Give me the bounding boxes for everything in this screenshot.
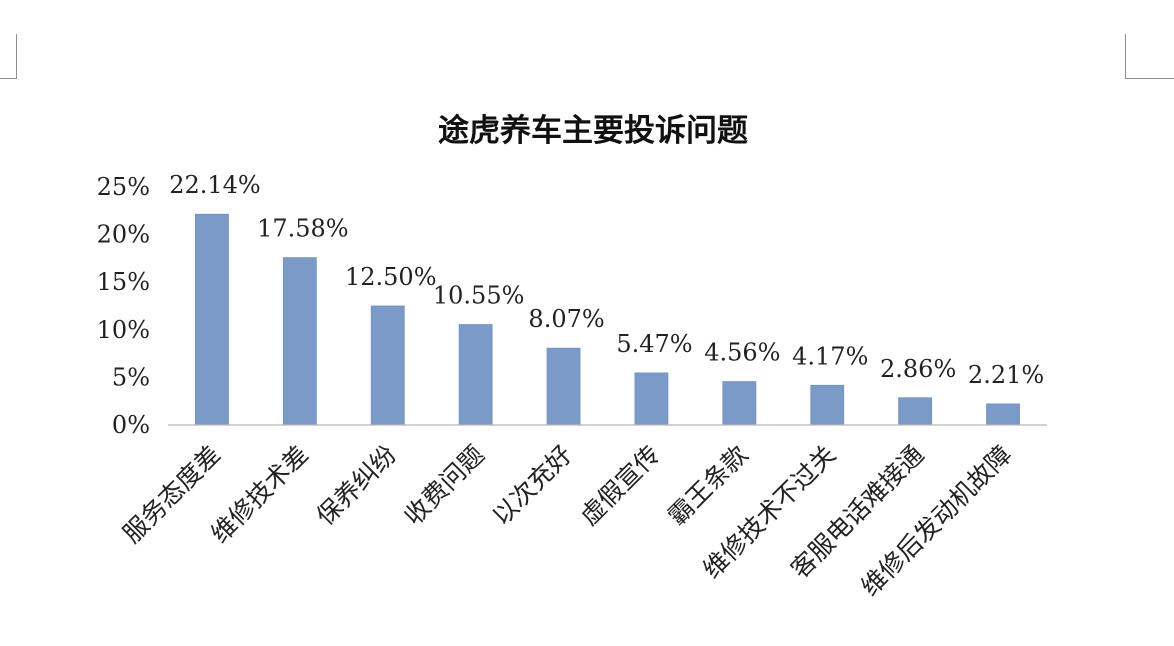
data-label: 2.86% [880, 355, 956, 383]
bar [898, 397, 933, 426]
data-label: 8.07% [528, 305, 604, 333]
x-tick-label: 收费问题 [399, 440, 490, 531]
x-tick-label: 维修后发动机故障 [855, 440, 1017, 602]
bar [195, 213, 229, 426]
right-crop-mark [1125, 34, 1174, 79]
data-label: 17.58% [257, 215, 349, 243]
chart-title: 途虎养车主要投诉问题 [438, 113, 748, 149]
x-tick-label: 霸王条款 [662, 440, 753, 531]
data-labels: 22.14% 17.58% 12.50%10.55%8.07% 5.47% 4.56% 4… [169, 171, 1044, 389]
data-label: 10.55% [433, 282, 525, 310]
data-label: 22.14% [169, 171, 261, 199]
bar [458, 324, 493, 426]
data-label: 4.17% [792, 342, 868, 370]
y-tick-label: 20% [97, 221, 150, 249]
data-label: 12.50% [345, 263, 437, 291]
x-tick-label: 保养纠纷 [311, 440, 402, 531]
x-tick-label: 以次充好 [487, 440, 578, 531]
y-tick-label: 10% [97, 316, 150, 344]
y-tick-label: 5% [112, 363, 150, 391]
plot-area [195, 213, 1020, 426]
data-label: 5.47% [616, 330, 692, 358]
y-tick-label: 15% [97, 268, 150, 296]
left-crop-mark [0, 34, 17, 79]
data-label: 2.21% [968, 361, 1044, 389]
y-axis-labels: 0% 5% 10% 15% 20% 25% [97, 173, 150, 439]
data-label: 4.56% [704, 339, 780, 367]
y-tick-label: 25% [97, 173, 150, 201]
bar [722, 381, 757, 426]
bar [370, 305, 405, 426]
bar [634, 372, 669, 426]
bar [546, 347, 581, 426]
bar [282, 257, 317, 426]
bar [986, 403, 1020, 426]
y-tick-label: 0% [112, 411, 150, 439]
x-axis-labels: 服务态度差维修技术差保养纠纷收费问题以次充好虚假宣传霸王条款维修技术不过关客服电… [117, 440, 1017, 602]
x-tick-label: 虚假宣传 [574, 440, 665, 531]
bar [810, 384, 845, 426]
